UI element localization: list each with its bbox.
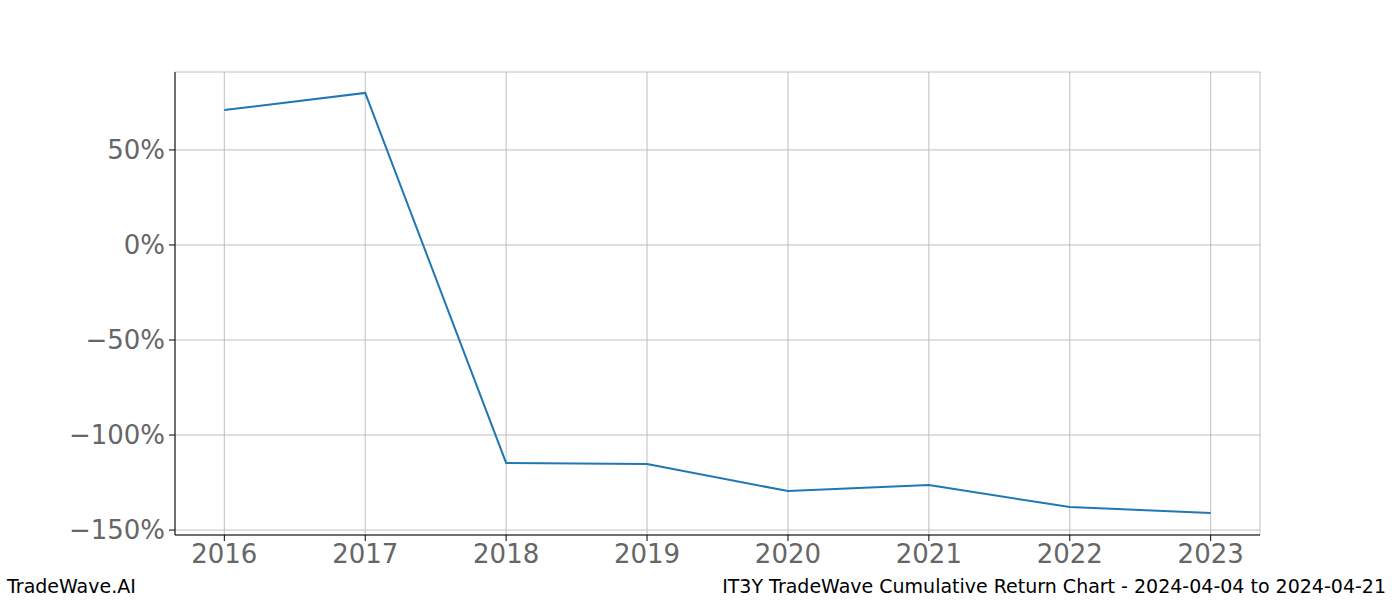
html-text:IT3Y TradeWave Cumulative Retu: IT3Y TradeWave Cumulative Return Chart -… <box>722 575 1386 597</box>
html-text:TradeWave.AI: TradeWave.AI <box>7 575 136 597</box>
svg-text:2021: 2021 <box>896 539 962 569</box>
svg-text:−100%: −100% <box>69 420 165 450</box>
svg-text:−50%: −50% <box>85 325 165 355</box>
svg-text:0%: 0% <box>124 230 165 260</box>
svg-text:−150%: −150% <box>69 515 165 545</box>
svg-text:2017: 2017 <box>332 539 398 569</box>
svg-text:2019: 2019 <box>614 539 680 569</box>
svg-text:2020: 2020 <box>755 539 821 569</box>
svg-text:2018: 2018 <box>473 539 539 569</box>
svg-text:2016: 2016 <box>191 539 257 569</box>
svg-text:2023: 2023 <box>1178 539 1244 569</box>
svg-text:50%: 50% <box>107 135 165 165</box>
svg-text:2022: 2022 <box>1037 539 1103 569</box>
